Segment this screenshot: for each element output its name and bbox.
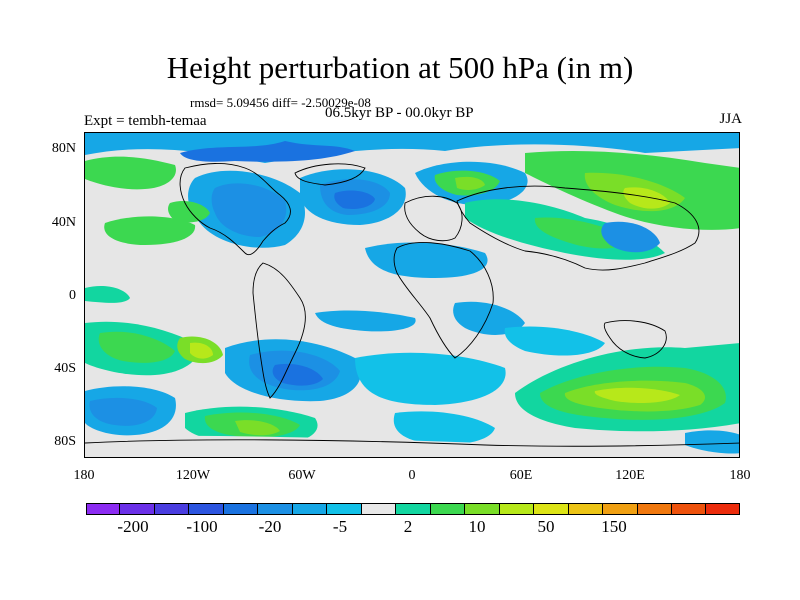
lon-label-60w: 60W — [288, 468, 316, 483]
southern-anomaly — [85, 321, 739, 457]
colorbar-frame — [86, 503, 740, 515]
coastlines — [85, 163, 739, 447]
lat-label-80s: 80S — [54, 434, 76, 449]
colorbar-cell — [396, 503, 431, 515]
tropical-anomaly — [85, 286, 605, 356]
arctic-anomaly — [85, 133, 739, 163]
lon-label-180e: 180 — [729, 468, 751, 483]
colorbar-cell — [120, 503, 155, 515]
lat-label-80n: 80N — [51, 141, 76, 156]
colorbar-cell — [637, 503, 672, 515]
lon-label-180w: 180 — [73, 468, 95, 483]
colorbar-cell — [86, 503, 121, 515]
experiment-label: Expt = tembh-temaa — [84, 113, 207, 129]
colorbar-label-minus5: -5 — [332, 517, 348, 536]
colorbar-cell — [189, 503, 224, 515]
colorbar-label-minus200: -200 — [117, 517, 149, 536]
lon-label-120w: 120W — [175, 468, 211, 483]
colorbar-label-2: 2 — [403, 517, 413, 536]
statistics-label: rmsd= 5.09456 diff= -2.50029e-08 — [190, 95, 371, 110]
colorbar-label-minus100: -100 — [186, 517, 218, 536]
contour-field — [85, 133, 739, 457]
lat-label-0: 0 — [69, 288, 76, 303]
colorbar-label-minus20: -20 — [258, 517, 282, 536]
colorbar-cell — [258, 503, 293, 515]
map-panel — [84, 132, 740, 458]
lon-label-60e: 60E — [509, 468, 533, 483]
lat-label-40n: 40N — [51, 215, 76, 230]
colorbar-cell — [603, 503, 638, 515]
lon-label-120e: 120E — [615, 468, 645, 483]
colorbar-cell — [465, 503, 500, 515]
colorbar-cell — [499, 503, 535, 515]
colorbar-label-50: 50 — [537, 517, 555, 536]
colorbar-label-10: 10 — [468, 517, 486, 536]
colorbar-cell — [430, 503, 466, 515]
colorbar-label-150: 150 — [601, 517, 627, 536]
colorbar — [86, 503, 740, 515]
colorbar-cell — [154, 503, 190, 515]
lat-label-40s: 40S — [54, 361, 76, 376]
period-label: 06.5kyr BP - 00.0kyr BP — [325, 105, 474, 121]
colorbar-cell — [292, 503, 328, 515]
colorbar-cell — [223, 503, 259, 515]
lon-label-0: 0 — [408, 468, 416, 483]
colorbar-cell — [568, 503, 604, 515]
colorbar-cell — [706, 503, 740, 515]
colorbar-cell — [671, 503, 707, 515]
eurasia-anomaly — [365, 151, 739, 278]
colorbar-cell — [361, 503, 397, 515]
season-label: JJA — [719, 111, 742, 127]
colorbar-cell — [327, 503, 362, 515]
north-pacific-high — [85, 156, 210, 245]
plot-title: Height perturbation at 500 hPa (in m) — [166, 50, 634, 85]
colorbar-cell — [534, 503, 569, 515]
